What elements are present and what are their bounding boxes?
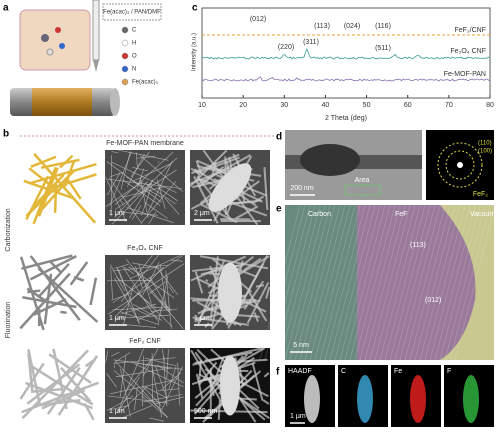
fiber — [55, 183, 56, 213]
legend-label: H — [132, 41, 136, 47]
series-label: FeF₂/CNF — [455, 27, 487, 34]
x-tick-label: 20 — [239, 102, 247, 109]
panel-d: d Area 200 nm (110) (100) FeF₂ — [276, 130, 494, 200]
map-label: HAADF — [288, 368, 312, 375]
step-label: Fluorination — [5, 302, 12, 339]
micrograph: 1 μm — [105, 150, 185, 225]
particle — [410, 375, 426, 423]
panel-b: b Fe-MOF-PAN membrane Fe₃O₄ CNF FeF₂ CNF… — [3, 129, 275, 423]
panel-f: f HAADF C Fe F 1 μm — [276, 365, 494, 427]
scale-label: 1 μm — [290, 413, 306, 420]
peak-label: (116) — [375, 23, 391, 30]
micrograph — [20, 150, 100, 225]
panel-label: b — [3, 129, 9, 140]
micrograph: 1 μm — [190, 255, 270, 330]
legend-label: O — [132, 54, 137, 60]
scale-label: 2 μm — [194, 210, 210, 217]
micrograph — [20, 255, 100, 330]
peak-label: (012) — [250, 16, 266, 23]
region-label: Carbon — [308, 211, 331, 218]
micrograph: 1 μm — [105, 255, 185, 330]
scale-label: 5 nm — [293, 342, 309, 349]
scale-label: 1 μm — [109, 315, 125, 322]
x-tick-label: 60 — [404, 102, 412, 109]
peak-label: (113) — [314, 23, 330, 30]
x-tick-label: 70 — [445, 102, 453, 109]
row-title: Fe-MOF-PAN membrane — [106, 140, 184, 147]
x-tick-label: 50 — [363, 102, 371, 109]
series-label: Fe-MOF-PAN — [444, 71, 486, 78]
panel-e: e Carbon FeF Vacuum (113) (012) 5 nm — [260, 204, 495, 360]
peak-label: (024) — [344, 23, 360, 30]
phase-label: FeF₂ — [473, 191, 488, 198]
micrograph: 2 μm — [190, 150, 270, 225]
pattern-line — [202, 49, 490, 59]
fiber — [219, 400, 220, 420]
series-label: Fe₃O₄ CNF — [450, 48, 486, 55]
ring-label: (100) — [478, 149, 492, 155]
legend-label: Fe(acac)₃ — [132, 80, 159, 86]
region-label: FeF — [395, 211, 407, 218]
callout-text: Fe(acac)₃ / PAN/DMF — [103, 10, 161, 16]
panel-label: c — [192, 3, 198, 14]
scale-label: 1 μm — [194, 315, 210, 322]
peak-label: (511) — [375, 45, 391, 52]
micrograph: 1 μm — [105, 348, 185, 423]
scale-label: 1 μm — [109, 408, 125, 415]
ring-label: (110) — [478, 141, 492, 147]
plane-label: (012) — [425, 297, 441, 304]
micrograph: 500 nm — [190, 348, 270, 423]
scale-label: 1 μm — [109, 210, 125, 217]
panel-label: f — [276, 367, 280, 378]
beaker — [20, 10, 90, 70]
plot-frame — [202, 8, 490, 98]
syringe — [93, 0, 99, 60]
micrograph — [20, 348, 100, 423]
legend-dot — [122, 79, 128, 85]
y-axis-label: Intensity (a.u.) — [192, 33, 198, 71]
bead — [220, 356, 240, 416]
legend-label: C — [132, 28, 137, 34]
x-axis-label: 2 Theta (deg) — [325, 115, 367, 122]
particle — [357, 375, 373, 423]
area-label: Area — [355, 177, 370, 184]
legend-dot — [122, 27, 128, 33]
scale-label: 200 nm — [290, 185, 314, 192]
panel-label: a — [3, 3, 9, 14]
fiber — [27, 291, 40, 293]
panel-label: d — [276, 132, 282, 143]
peak-label: (311) — [303, 39, 319, 46]
map-label: F — [447, 368, 451, 375]
fiber — [206, 280, 208, 281]
legend-label: N — [132, 67, 136, 73]
panel-c: c Intensity (a.u.) 2 Theta (deg) 10 20 30 4… — [192, 3, 494, 122]
row-title: FeF₂ CNF — [129, 338, 161, 345]
plane-label: (113) — [410, 242, 426, 249]
legend-dot — [122, 40, 128, 46]
bead — [218, 263, 242, 323]
particle — [304, 375, 320, 423]
panel-a: a Fe(acac)₃ / PAN/DMF C H O N Fe(acac)₃ — [3, 0, 161, 116]
x-tick-label: 40 — [322, 102, 330, 109]
region-label: Vacuum — [470, 211, 495, 218]
map-label: C — [341, 368, 346, 375]
legend-dot — [122, 66, 128, 72]
step-label: Carbonization — [5, 208, 12, 251]
membrane — [32, 88, 92, 116]
peak-label: (220) — [278, 44, 294, 51]
particle — [463, 375, 479, 423]
legend-dot — [122, 53, 128, 59]
x-tick-label: 80 — [486, 102, 494, 109]
x-tick-label: 10 — [198, 102, 206, 109]
panel-label: e — [276, 204, 282, 215]
map-label: Fe — [394, 368, 402, 375]
x-tick-label: 30 — [280, 102, 288, 109]
fiber — [60, 312, 66, 313]
row-title: Fe₃O₄ CNF — [127, 245, 163, 252]
scale-label: 500 nm — [194, 408, 218, 415]
